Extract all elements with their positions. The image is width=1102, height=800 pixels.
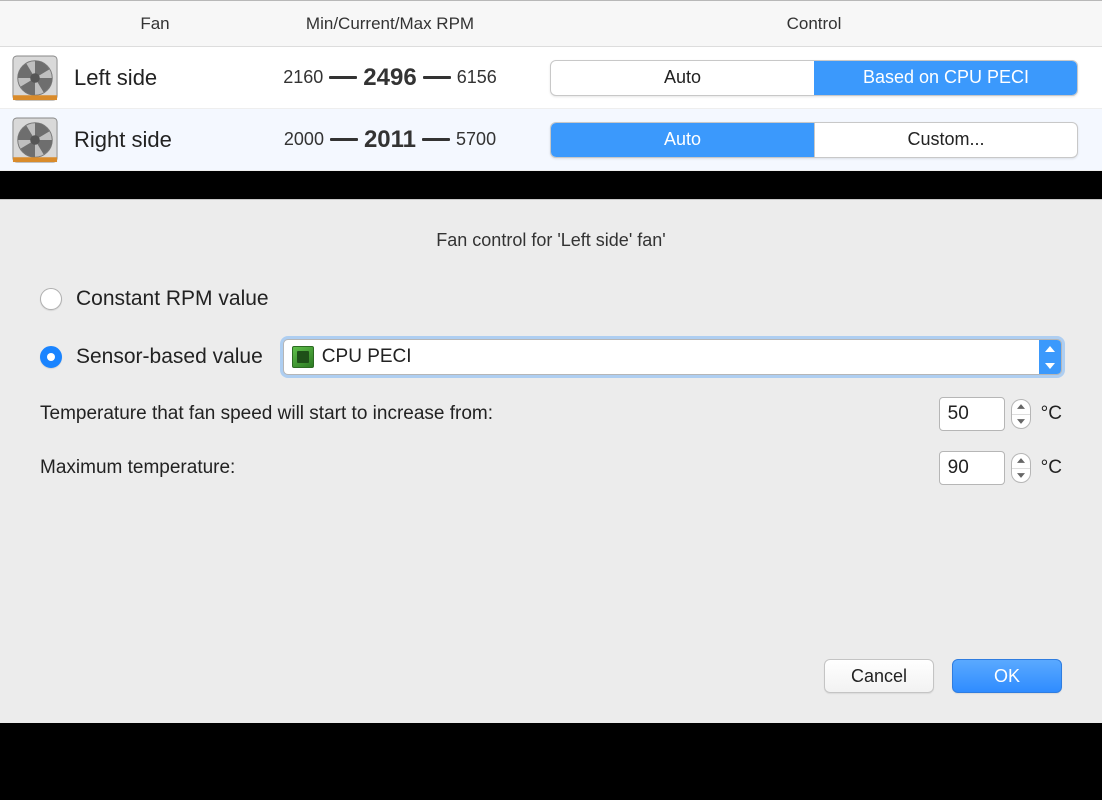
sensor-select-value: CPU PECI — [322, 346, 412, 368]
control-auto[interactable]: Auto — [551, 61, 814, 95]
fan-table-panel: Fan Min/Current/Max RPM Control — [0, 0, 1102, 171]
max-temp-input[interactable]: 90 — [939, 451, 1005, 485]
combo-stepper[interactable] — [1039, 340, 1061, 374]
fan-control-dialog: Fan control for 'Left side' fan' Constan… — [0, 199, 1102, 723]
dash-icon — [423, 76, 451, 79]
chevron-down-icon[interactable] — [1012, 468, 1030, 483]
rpm-min: 2160 — [283, 67, 323, 88]
unit-label: °C — [1041, 457, 1062, 479]
rpm-current: 2011 — [364, 126, 416, 154]
sensor-select[interactable]: CPU PECI — [283, 339, 1062, 375]
option-label: Constant RPM value — [76, 287, 269, 311]
fan-rpm: 2160 2496 6156 — [240, 64, 540, 92]
rpm-max: 6156 — [457, 67, 497, 88]
dash-icon — [422, 138, 450, 141]
rpm-current: 2496 — [363, 64, 416, 92]
start-temp-label: Temperature that fan speed will start to… — [40, 402, 600, 427]
chevron-down-icon[interactable] — [1012, 414, 1030, 429]
chevron-up-icon[interactable] — [1039, 340, 1061, 357]
ok-button[interactable]: OK — [952, 659, 1062, 693]
chevron-up-icon[interactable] — [1012, 400, 1030, 414]
dialog-buttons: Cancel OK — [824, 659, 1062, 693]
radio-icon[interactable] — [40, 288, 62, 310]
start-temp-input[interactable]: 50 — [939, 397, 1005, 431]
fan-icon — [12, 55, 58, 101]
header-fan: Fan — [70, 14, 240, 34]
option-constant-rpm[interactable]: Constant RPM value — [40, 287, 1062, 311]
rpm-max: 5700 — [456, 129, 496, 150]
control-segmented: Auto Custom... — [550, 122, 1078, 158]
cancel-button[interactable]: Cancel — [824, 659, 934, 693]
max-temp-row: Maximum temperature: 90 °C — [40, 451, 1062, 485]
control-auto[interactable]: Auto — [551, 123, 814, 157]
fan-icon — [12, 117, 58, 163]
max-temp-label: Maximum temperature: — [40, 456, 600, 481]
radio-icon[interactable] — [40, 346, 62, 368]
fan-name: Left side — [70, 65, 240, 91]
start-temp-row: Temperature that fan speed will start to… — [40, 397, 1062, 431]
unit-label: °C — [1041, 403, 1062, 425]
start-temp-stepper[interactable] — [1011, 399, 1031, 429]
fan-rpm: 2000 2011 5700 — [240, 126, 540, 154]
rpm-min: 2000 — [284, 129, 324, 150]
dash-icon — [329, 76, 357, 79]
option-sensor-based[interactable]: Sensor-based value — [40, 345, 263, 369]
control-custom[interactable]: Based on CPU PECI — [814, 61, 1077, 95]
header-control: Control — [540, 14, 1102, 34]
header-rpm: Min/Current/Max RPM — [240, 14, 540, 34]
control-segmented: Auto Based on CPU PECI — [550, 60, 1078, 96]
fan-row-left: Left side 2160 2496 6156 Auto Based on C… — [0, 47, 1102, 109]
fan-row-right: Right side 2000 2011 5700 Auto Custom... — [0, 109, 1102, 171]
option-label: Sensor-based value — [76, 345, 263, 369]
fan-table-header: Fan Min/Current/Max RPM Control — [0, 1, 1102, 47]
cpu-chip-icon — [292, 346, 314, 368]
dash-icon — [330, 138, 358, 141]
control-custom[interactable]: Custom... — [814, 123, 1077, 157]
max-temp-stepper[interactable] — [1011, 453, 1031, 483]
fan-name: Right side — [70, 127, 240, 153]
chevron-up-icon[interactable] — [1012, 454, 1030, 468]
chevron-down-icon[interactable] — [1039, 357, 1061, 374]
dialog-title: Fan control for 'Left side' fan' — [40, 230, 1062, 251]
